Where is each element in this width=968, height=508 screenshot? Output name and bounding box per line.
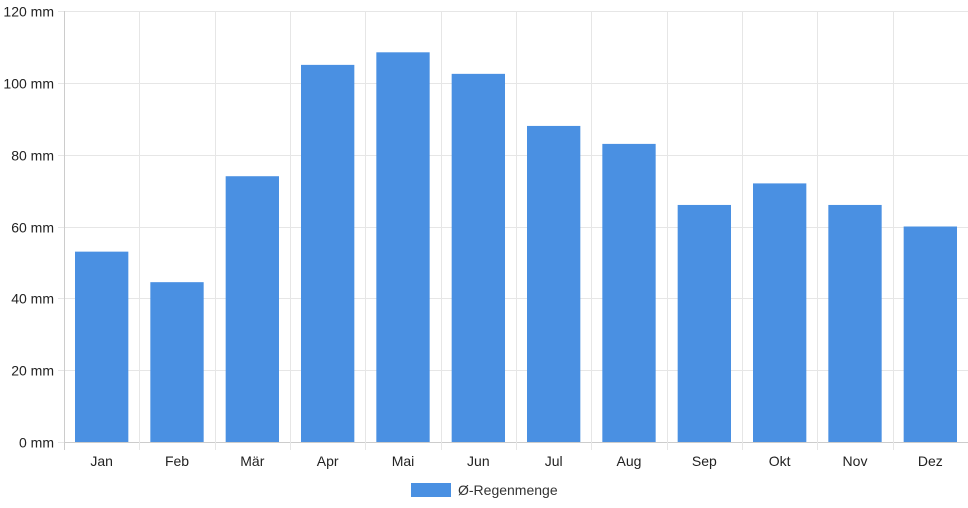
bar-sep <box>677 204 731 442</box>
bar-mär <box>225 176 279 442</box>
bar-jan <box>75 251 129 442</box>
x-tick-label: Jan <box>90 453 113 469</box>
bar-apr <box>301 64 355 442</box>
bar-mai <box>376 52 430 442</box>
bar-jun <box>451 73 505 443</box>
x-tick-label: Mär <box>240 453 264 469</box>
x-tick-label: Apr <box>317 453 339 469</box>
bar-dez <box>903 226 957 442</box>
x-tick-label: Nov <box>843 453 868 469</box>
y-tick-label: 100 mm <box>3 76 54 92</box>
bar-okt <box>753 183 807 442</box>
bar-feb <box>150 282 204 442</box>
y-tick-label: 0 mm <box>19 435 54 451</box>
x-tick-label: Feb <box>165 453 189 469</box>
y-tick-label: 20 mm <box>11 363 54 379</box>
y-tick-label: 120 mm <box>3 4 54 20</box>
x-tick-label: Sep <box>692 453 717 469</box>
x-tick-label: Dez <box>918 453 943 469</box>
bar-jul <box>527 125 581 442</box>
x-tick-label: Aug <box>617 453 642 469</box>
x-tick-label: Mai <box>392 453 415 469</box>
x-tick-label: Jul <box>545 453 563 469</box>
legend-label[interactable]: Ø-Regenmenge <box>458 482 558 498</box>
y-tick-label: 40 mm <box>11 291 54 307</box>
legend-swatch[interactable] <box>411 483 451 497</box>
x-tick-label: Okt <box>769 453 791 469</box>
bar-nov <box>828 204 882 442</box>
x-tick-label: Jun <box>467 453 490 469</box>
y-tick-label: 60 mm <box>11 220 54 236</box>
y-tick-label: 80 mm <box>11 148 54 164</box>
bar-aug <box>602 143 656 442</box>
